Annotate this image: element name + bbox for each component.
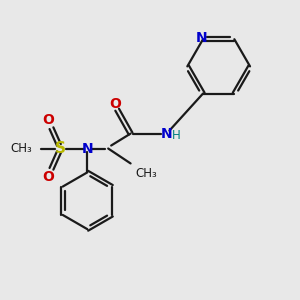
Text: O: O: [43, 170, 54, 184]
Text: O: O: [109, 97, 121, 111]
Text: N: N: [82, 142, 93, 155]
Text: H: H: [172, 130, 180, 142]
Text: N: N: [196, 31, 207, 45]
Text: O: O: [43, 112, 54, 127]
Text: S: S: [55, 141, 66, 156]
Text: CH₃: CH₃: [10, 142, 32, 155]
Text: CH₃: CH₃: [135, 167, 157, 180]
Text: N: N: [160, 127, 172, 141]
